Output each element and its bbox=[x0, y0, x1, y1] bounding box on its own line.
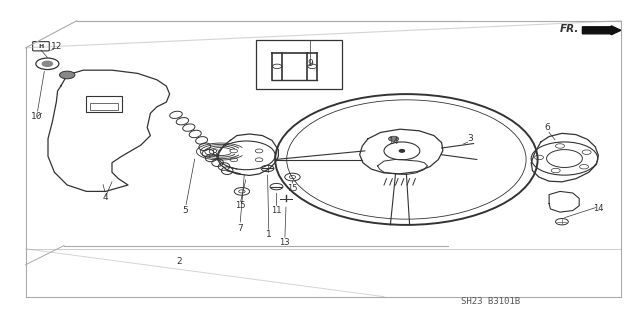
Text: 4: 4 bbox=[103, 193, 108, 202]
Text: H: H bbox=[38, 44, 44, 49]
Text: 3: 3 bbox=[468, 134, 473, 143]
Text: 1: 1 bbox=[266, 230, 271, 239]
Bar bbox=[90, 103, 118, 110]
Text: 6: 6 bbox=[545, 123, 550, 132]
Text: 14: 14 bbox=[388, 137, 399, 146]
Text: 2: 2 bbox=[177, 257, 182, 266]
Circle shape bbox=[60, 71, 75, 79]
FancyArrow shape bbox=[582, 26, 621, 35]
Text: SH23 B3101B: SH23 B3101B bbox=[461, 297, 520, 306]
Text: 12: 12 bbox=[51, 42, 62, 51]
Text: 7: 7 bbox=[237, 224, 243, 233]
Text: FR.: FR. bbox=[560, 24, 579, 34]
Circle shape bbox=[388, 136, 399, 141]
Text: 11: 11 bbox=[271, 206, 282, 215]
Text: 15: 15 bbox=[287, 184, 298, 193]
Text: 13: 13 bbox=[280, 238, 290, 247]
Text: 15: 15 bbox=[235, 201, 245, 210]
Text: 5: 5 bbox=[183, 206, 188, 215]
Circle shape bbox=[42, 61, 52, 66]
Text: 9: 9 bbox=[308, 59, 313, 68]
Bar bbox=[86, 96, 122, 112]
Text: 14: 14 bbox=[593, 204, 604, 213]
Text: 8: 8 bbox=[212, 149, 217, 158]
Circle shape bbox=[399, 150, 404, 152]
Bar bbox=[256, 40, 342, 89]
Text: 10: 10 bbox=[31, 112, 43, 121]
